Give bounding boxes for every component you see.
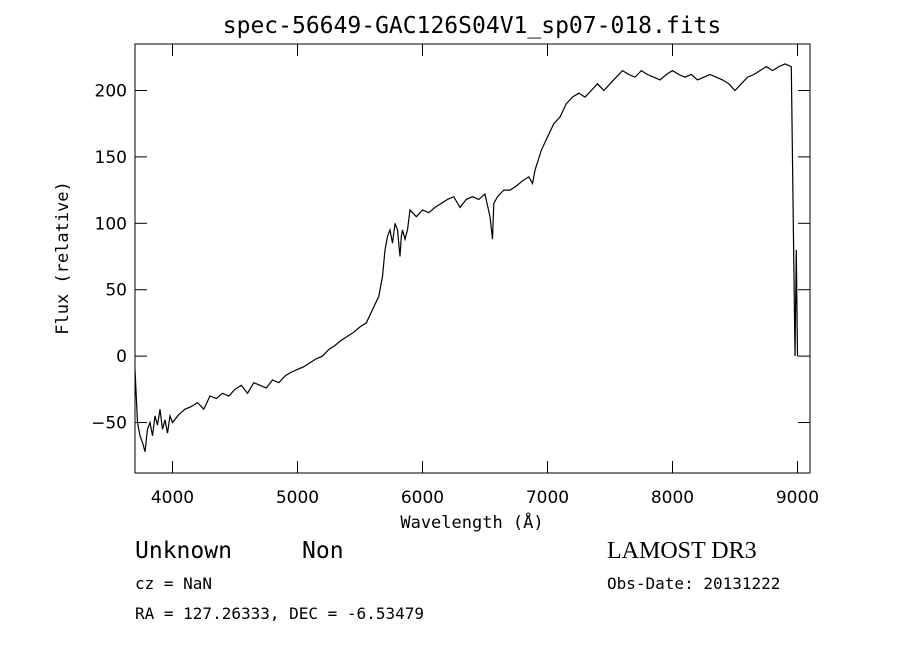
object-class: Unknown: [135, 538, 232, 564]
x-axis: 4000 5000 6000 7000 8000 9000: [151, 44, 819, 508]
y-tick-label: 50: [105, 281, 127, 301]
y-axis: −50 0 50 100 150 200: [91, 81, 810, 434]
x-tick-label: 5000: [276, 488, 319, 508]
obs-date: Obs-Date: 20131222: [607, 574, 781, 593]
spectrum-line: [134, 63, 799, 452]
y-tick-label: 0: [116, 347, 127, 367]
y-tick-label: 150: [95, 148, 127, 168]
coordinates: RA = 127.26333, DEC = -6.53479: [135, 604, 424, 623]
y-axis-label: Flux (relative): [53, 181, 73, 335]
x-tick-label: 6000: [401, 488, 444, 508]
y-tick-label: −50: [91, 414, 127, 434]
cz-value: cz = NaN: [135, 574, 213, 593]
x-tick-label: 9000: [776, 488, 819, 508]
x-tick-label: 7000: [526, 488, 569, 508]
chart-title: spec-56649-GAC126S04V1_sp07-018.fits: [223, 13, 722, 39]
x-tick-label: 8000: [651, 488, 694, 508]
x-axis-label: Wavelength (Å): [400, 511, 543, 533]
survey-label: LAMOST DR3: [607, 538, 757, 564]
plot-frame: [134, 43, 811, 474]
x-tick-label: 4000: [151, 488, 194, 508]
y-tick-label: 200: [95, 81, 127, 101]
object-subclass: Non: [302, 538, 344, 564]
y-tick-label: 100: [95, 214, 127, 234]
